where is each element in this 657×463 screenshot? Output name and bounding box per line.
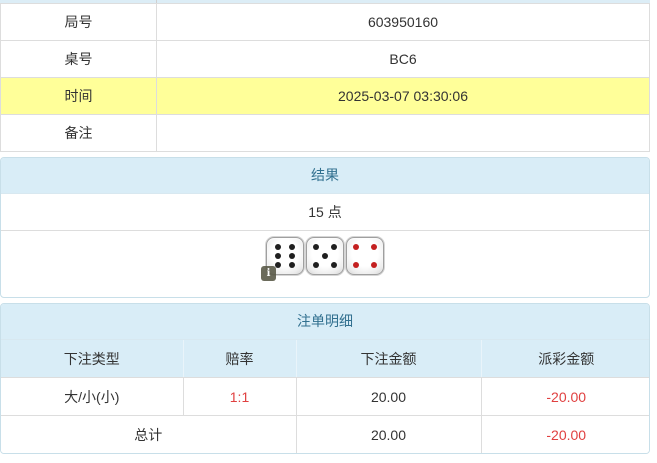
die-pip bbox=[371, 244, 377, 250]
die-pip bbox=[275, 244, 281, 250]
die-pip bbox=[275, 262, 281, 268]
total-row: 总计 20.00 -20.00 bbox=[1, 415, 649, 453]
die-1-icon: i bbox=[261, 237, 304, 281]
die-pip bbox=[353, 262, 359, 268]
info-row-round: 局号 603950160 bbox=[0, 3, 650, 41]
info-row-table: 桌号 BC6 bbox=[0, 40, 650, 78]
remark-label: 备注 bbox=[0, 114, 157, 152]
cutoff-header-strip bbox=[0, 0, 650, 3]
record-detail-page: 局号 603950160 桌号 BC6 时间 2025-03-07 03:30:… bbox=[0, 0, 650, 454]
game-info-table: 局号 603950160 桌号 BC6 时间 2025-03-07 03:30:… bbox=[0, 3, 650, 152]
result-panel-title: 结果 bbox=[1, 158, 649, 194]
strip-divider bbox=[156, 0, 157, 3]
time-value: 2025-03-07 03:30:06 bbox=[156, 77, 650, 115]
info-row-time: 时间 2025-03-07 03:30:06 bbox=[0, 77, 650, 115]
table-number-value: BC6 bbox=[156, 40, 650, 78]
die-pip bbox=[353, 244, 359, 250]
dice-row: i bbox=[1, 231, 649, 297]
dice-info-badge-icon[interactable]: i bbox=[261, 266, 276, 281]
result-points: 15 点 bbox=[1, 194, 649, 231]
bet-row: 大/小(小) 1:1 20.00 -20.00 bbox=[1, 377, 649, 416]
table-number-label: 桌号 bbox=[0, 40, 157, 78]
bets-header-row: 下注类型 赔率 下注金额 派彩金额 bbox=[1, 340, 649, 378]
bets-table: 下注类型 赔率 下注金额 派彩金额 大/小(小) 1:1 20.00 -20.0… bbox=[1, 340, 649, 453]
die-pip bbox=[371, 262, 377, 268]
total-amount-cell: 20.00 bbox=[295, 415, 481, 453]
die-pip bbox=[331, 262, 337, 268]
die-pip bbox=[289, 253, 295, 259]
die-2-icon bbox=[306, 237, 344, 275]
bet-payout-cell: -20.00 bbox=[480, 377, 649, 416]
die-pip bbox=[313, 262, 319, 268]
total-payout-cell: -20.00 bbox=[480, 415, 649, 453]
die-pip bbox=[322, 253, 328, 259]
bet-details-panel-title: 注单明细 bbox=[1, 304, 649, 340]
info-row-remark: 备注 bbox=[0, 114, 650, 152]
column-header-bet-type: 下注类型 bbox=[1, 340, 183, 378]
round-number-label: 局号 bbox=[0, 3, 157, 41]
bet-amount-cell: 20.00 bbox=[295, 377, 481, 416]
total-label-cell: 总计 bbox=[1, 415, 296, 453]
die-pip bbox=[331, 244, 337, 250]
remark-value bbox=[156, 114, 650, 152]
bet-details-panel: 注单明细 下注类型 赔率 下注金额 派彩金额 大/小(小) 1:1 20.00 … bbox=[0, 303, 650, 454]
die-pip bbox=[275, 253, 281, 259]
column-header-bet-amount: 下注金额 bbox=[295, 340, 481, 378]
column-header-payout-amount: 派彩金额 bbox=[480, 340, 649, 378]
round-number-value: 603950160 bbox=[156, 3, 650, 41]
column-header-odds: 赔率 bbox=[182, 340, 296, 378]
bet-type-cell: 大/小(小) bbox=[1, 377, 183, 416]
die-pip bbox=[313, 244, 319, 250]
die-3-icon bbox=[346, 237, 384, 275]
die-pip bbox=[289, 262, 295, 268]
die-pip bbox=[289, 244, 295, 250]
bet-odds-cell: 1:1 bbox=[182, 377, 296, 416]
result-panel: 结果 15 点 i bbox=[0, 157, 650, 298]
time-label: 时间 bbox=[0, 77, 157, 115]
